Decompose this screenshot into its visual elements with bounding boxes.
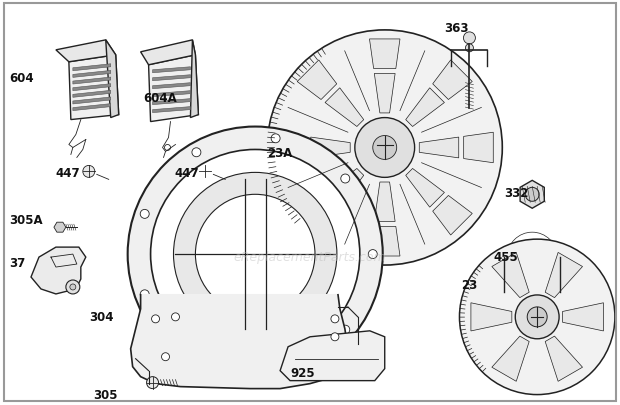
Circle shape xyxy=(267,30,502,265)
Polygon shape xyxy=(153,75,190,81)
Polygon shape xyxy=(190,40,198,117)
Circle shape xyxy=(271,365,280,374)
Polygon shape xyxy=(276,132,306,163)
Circle shape xyxy=(341,174,350,183)
Circle shape xyxy=(162,353,169,361)
Circle shape xyxy=(331,333,339,341)
Circle shape xyxy=(373,136,397,160)
Text: eReplacementParts.com: eReplacementParts.com xyxy=(234,251,386,264)
Ellipse shape xyxy=(513,287,551,297)
Polygon shape xyxy=(141,40,195,65)
Ellipse shape xyxy=(504,247,560,267)
Text: 447: 447 xyxy=(174,167,199,180)
Text: 447: 447 xyxy=(56,167,81,180)
Text: 604: 604 xyxy=(9,72,33,85)
Circle shape xyxy=(83,165,95,177)
Polygon shape xyxy=(73,77,111,84)
Ellipse shape xyxy=(507,284,557,300)
Polygon shape xyxy=(73,104,111,111)
Polygon shape xyxy=(31,247,86,294)
Polygon shape xyxy=(492,252,529,298)
Polygon shape xyxy=(471,303,512,331)
Circle shape xyxy=(174,173,337,336)
Polygon shape xyxy=(153,83,190,89)
Polygon shape xyxy=(149,55,198,122)
Polygon shape xyxy=(153,91,190,97)
Circle shape xyxy=(140,209,149,218)
Polygon shape xyxy=(433,60,472,100)
Polygon shape xyxy=(370,39,400,68)
Circle shape xyxy=(164,145,171,151)
Polygon shape xyxy=(325,168,364,207)
Circle shape xyxy=(527,307,547,327)
Polygon shape xyxy=(520,180,544,208)
Polygon shape xyxy=(545,252,583,298)
Text: 23: 23 xyxy=(461,279,477,292)
Polygon shape xyxy=(419,137,459,158)
Polygon shape xyxy=(73,90,111,97)
Polygon shape xyxy=(73,84,111,91)
Polygon shape xyxy=(297,60,337,100)
Polygon shape xyxy=(153,67,190,73)
Polygon shape xyxy=(562,303,603,331)
Circle shape xyxy=(459,239,615,394)
Polygon shape xyxy=(56,40,116,62)
Circle shape xyxy=(368,249,377,258)
Text: 305: 305 xyxy=(93,389,117,402)
Polygon shape xyxy=(405,168,445,207)
Polygon shape xyxy=(153,107,190,113)
Polygon shape xyxy=(131,294,348,389)
Text: 305A: 305A xyxy=(9,214,43,227)
Circle shape xyxy=(463,32,476,44)
Circle shape xyxy=(146,377,159,389)
Circle shape xyxy=(192,148,201,157)
Circle shape xyxy=(200,165,211,177)
Polygon shape xyxy=(153,99,190,104)
Polygon shape xyxy=(69,55,118,119)
Circle shape xyxy=(172,313,179,321)
Ellipse shape xyxy=(512,255,552,269)
Text: 604A: 604A xyxy=(144,92,177,104)
Polygon shape xyxy=(280,331,385,381)
Text: 925: 925 xyxy=(290,367,315,379)
Circle shape xyxy=(128,126,383,382)
Circle shape xyxy=(331,315,339,323)
Polygon shape xyxy=(405,88,445,126)
Circle shape xyxy=(151,149,360,359)
Polygon shape xyxy=(374,73,395,113)
Circle shape xyxy=(525,188,539,201)
Text: 23A: 23A xyxy=(267,147,293,160)
Polygon shape xyxy=(73,70,111,77)
Polygon shape xyxy=(54,222,66,232)
Polygon shape xyxy=(73,64,111,71)
Polygon shape xyxy=(370,226,400,256)
Text: 332: 332 xyxy=(504,188,529,200)
Polygon shape xyxy=(433,196,472,235)
Circle shape xyxy=(195,194,315,314)
Polygon shape xyxy=(311,137,350,158)
Circle shape xyxy=(151,315,159,323)
Circle shape xyxy=(271,134,280,143)
Text: 37: 37 xyxy=(9,257,25,270)
Circle shape xyxy=(140,290,149,299)
Polygon shape xyxy=(106,40,118,117)
Polygon shape xyxy=(492,336,529,381)
Circle shape xyxy=(355,117,415,177)
Circle shape xyxy=(70,284,76,290)
Polygon shape xyxy=(73,97,111,104)
Circle shape xyxy=(466,44,474,52)
Text: 304: 304 xyxy=(89,311,113,324)
Circle shape xyxy=(66,280,80,294)
Text: 455: 455 xyxy=(494,251,518,264)
Circle shape xyxy=(515,295,559,339)
Polygon shape xyxy=(374,182,395,222)
Circle shape xyxy=(192,352,201,360)
Polygon shape xyxy=(325,88,364,126)
Polygon shape xyxy=(545,336,583,381)
Polygon shape xyxy=(464,132,494,163)
Circle shape xyxy=(341,325,350,334)
Polygon shape xyxy=(297,196,337,235)
Text: 363: 363 xyxy=(445,22,469,35)
